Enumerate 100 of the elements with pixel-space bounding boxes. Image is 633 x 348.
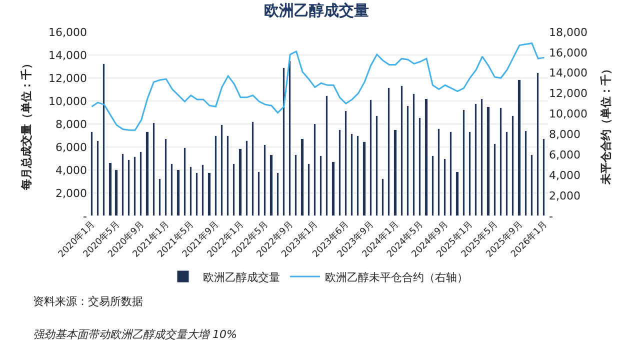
bar — [494, 144, 496, 216]
bar — [184, 148, 186, 216]
y-tick-label: 12,000 — [48, 72, 87, 85]
bar — [196, 172, 198, 216]
bar — [258, 172, 260, 216]
y2-tick-label: 16,000 — [549, 46, 588, 60]
bar — [308, 164, 310, 216]
bar — [294, 154, 297, 216]
bar — [524, 130, 527, 216]
bar — [438, 128, 440, 216]
y-tick-label: - — [83, 210, 88, 223]
bar — [518, 80, 521, 216]
y2-tick-label: 2,000 — [549, 189, 580, 202]
y2-tick-label: 4,000 — [549, 168, 580, 182]
bar — [332, 162, 335, 216]
bar — [512, 116, 514, 216]
bar — [350, 134, 353, 216]
y-tick-label: 10,000 — [48, 94, 87, 108]
y2-tick-label: 10,000 — [549, 108, 588, 121]
bar — [282, 68, 285, 216]
text: 强劲基本面带动欧洲乙醇成交量大增 10% — [33, 328, 237, 341]
bar — [238, 148, 242, 216]
bar — [506, 132, 508, 216]
bar — [542, 138, 545, 216]
bar — [474, 104, 477, 216]
bar — [128, 160, 130, 216]
y-tick-label: 8,000 — [56, 118, 87, 131]
bar — [208, 172, 211, 216]
bar — [176, 170, 180, 216]
bar — [370, 100, 372, 216]
bar — [412, 94, 415, 216]
bar — [480, 98, 483, 216]
bar — [344, 110, 347, 216]
y2-tick-label: 18,000 — [549, 26, 588, 39]
bar — [264, 144, 266, 216]
y2-tick-label: - — [549, 210, 553, 223]
bar — [300, 138, 304, 216]
bar — [456, 172, 459, 216]
bar — [220, 124, 223, 216]
y2-axis-title: 未平仓合约（单位：千） — [600, 64, 613, 186]
bar — [140, 152, 142, 216]
bar — [432, 156, 434, 216]
text: 资料来源：交易所数据 — [33, 295, 143, 308]
bar — [536, 72, 539, 216]
bar — [314, 124, 316, 216]
bar — [214, 136, 217, 216]
bar — [164, 138, 167, 216]
y-tick-label: 16,000 — [48, 26, 87, 39]
y2-tick-label: 12,000 — [549, 87, 588, 100]
bar — [382, 178, 384, 216]
bar — [152, 122, 155, 216]
bar — [102, 64, 105, 216]
bar — [462, 110, 465, 216]
y-tick-label: 6,000 — [56, 140, 87, 154]
bar — [252, 122, 254, 216]
bar — [450, 132, 452, 216]
bar — [276, 172, 279, 216]
bar — [146, 132, 149, 216]
bar — [376, 116, 378, 216]
y-axis-title: 每月总成交量（单位：千） — [20, 58, 34, 191]
bar — [424, 98, 428, 216]
bar — [288, 60, 291, 216]
bar — [90, 132, 93, 216]
bar — [468, 132, 471, 216]
bar — [226, 136, 229, 216]
bar — [326, 96, 328, 216]
bar — [356, 136, 359, 216]
legend-label: 欧洲乙醇未平仓合约（右轴） — [325, 270, 468, 284]
bar — [530, 154, 533, 216]
bar — [320, 156, 322, 216]
bar — [108, 162, 112, 216]
bar — [338, 130, 341, 216]
bar — [418, 118, 421, 216]
y2-tick-label: 14,000 — [549, 66, 588, 80]
bar — [232, 164, 235, 216]
y-tick-label: 4,000 — [56, 164, 87, 177]
bar — [134, 156, 136, 216]
y2-tick-label: 6,000 — [549, 148, 580, 162]
bar — [170, 164, 173, 216]
bar — [202, 164, 204, 216]
bar — [246, 140, 248, 216]
y-tick-label: 14,000 — [48, 48, 87, 62]
legend-label: 欧洲乙醇成交量 — [203, 270, 280, 284]
bar — [400, 86, 403, 216]
y2-tick-label: 8,000 — [549, 128, 580, 142]
bar — [406, 106, 409, 216]
bar — [486, 106, 490, 216]
bar — [190, 166, 192, 216]
line-series — [90, 42, 546, 131]
bar — [500, 108, 502, 216]
bar — [394, 130, 397, 216]
bar — [114, 170, 118, 216]
bar — [96, 140, 99, 216]
chart-title: 欧洲乙醇成交量 — [264, 2, 369, 20]
bar — [270, 154, 273, 216]
y-tick-label: 2,000 — [56, 186, 87, 200]
bar — [158, 178, 161, 216]
bar — [122, 154, 124, 216]
bar — [388, 88, 390, 216]
bar — [362, 142, 366, 216]
